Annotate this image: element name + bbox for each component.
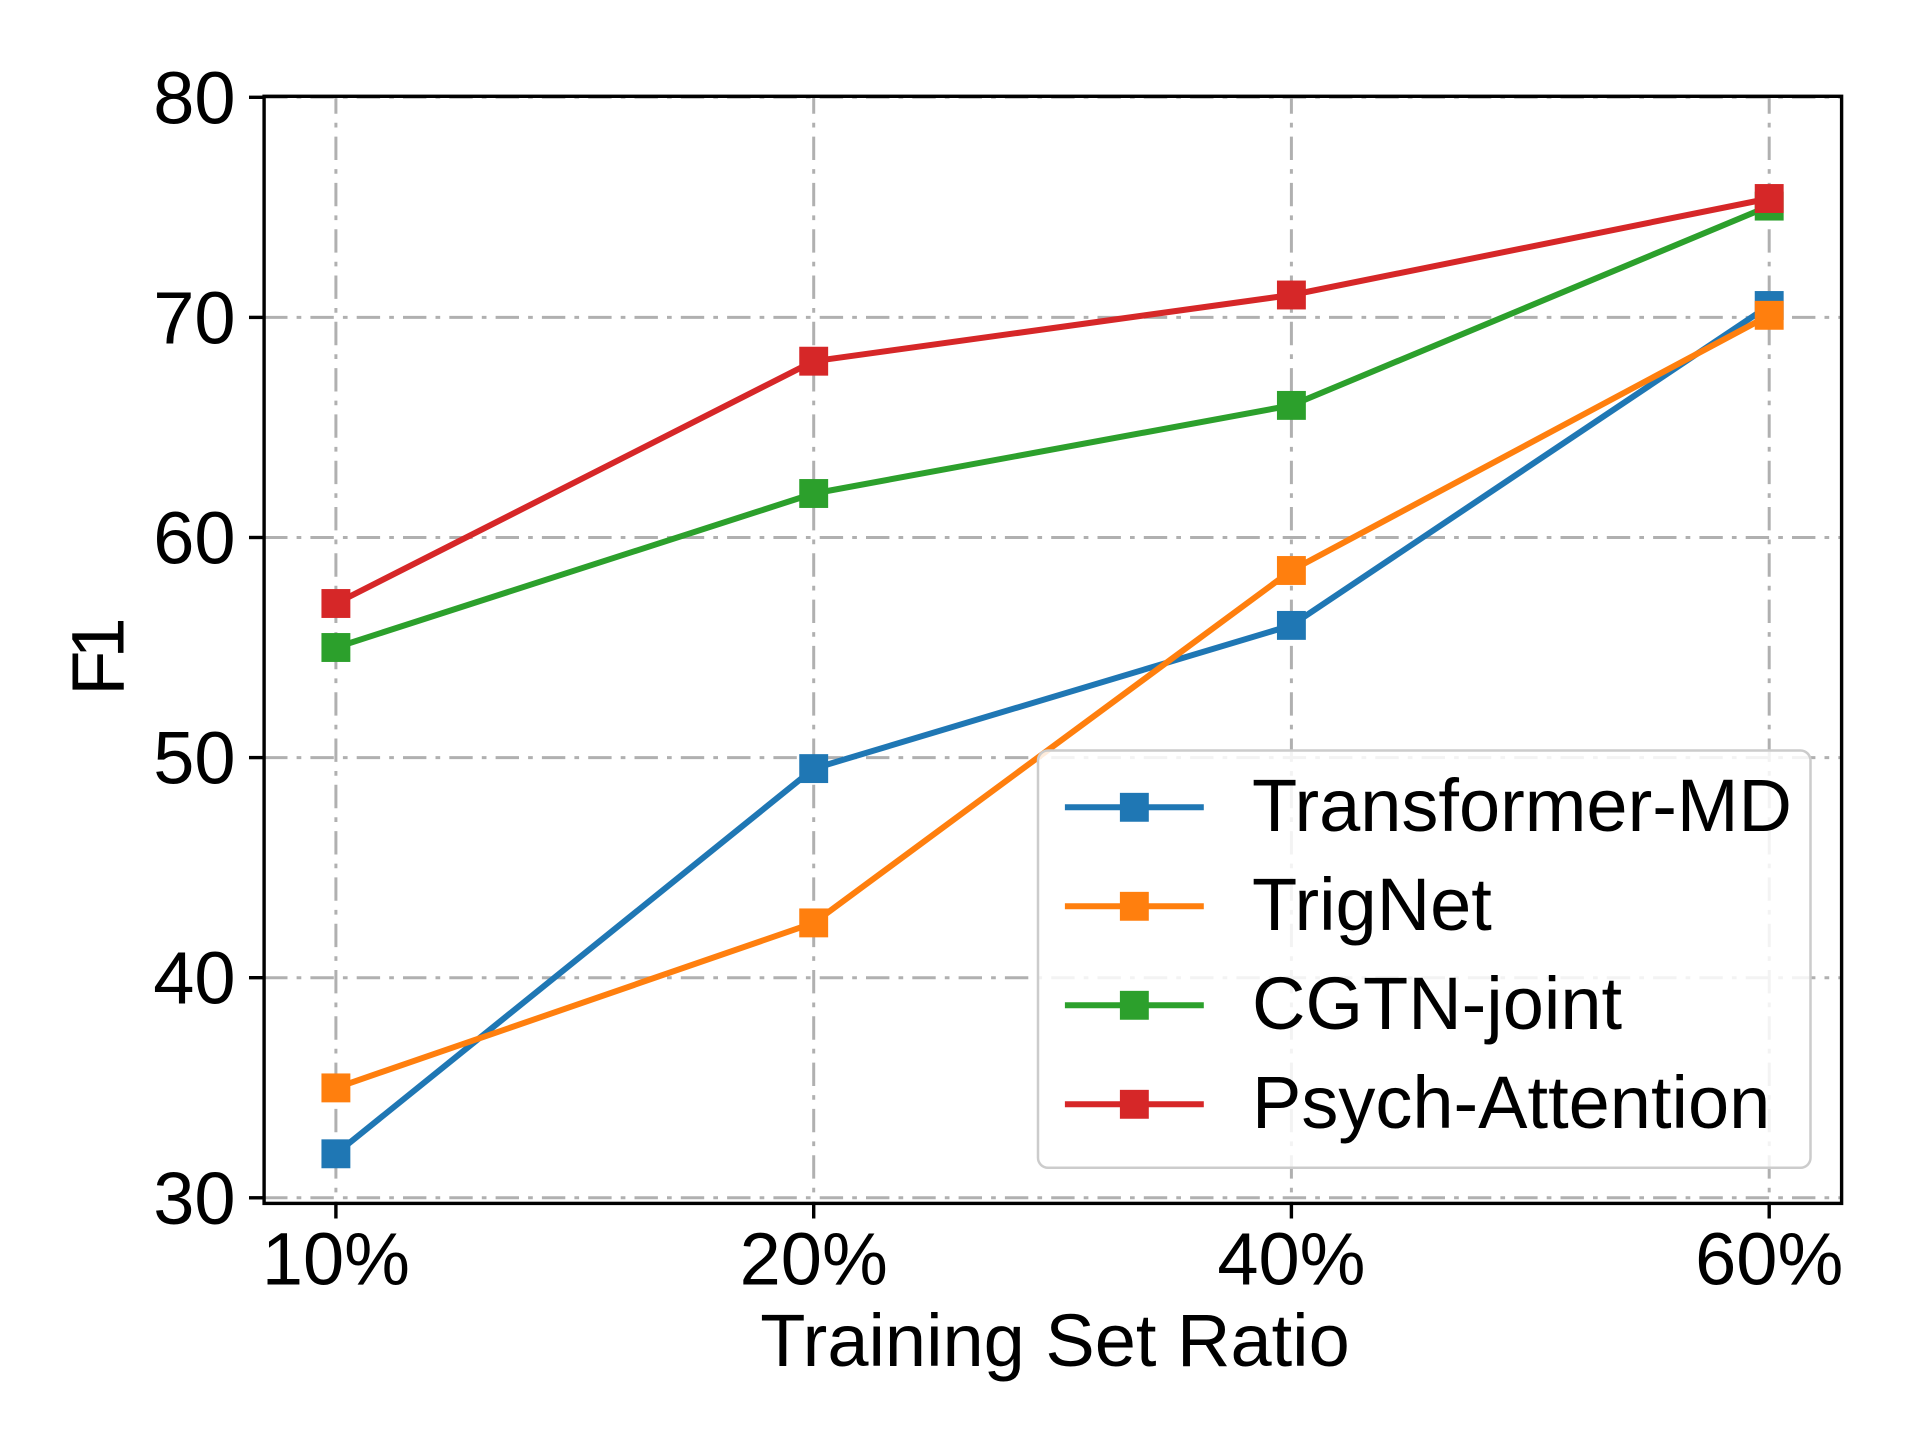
svg-text:70: 70 — [153, 276, 235, 359]
svg-text:50: 50 — [153, 717, 235, 800]
svg-text:F1: F1 — [57, 620, 140, 695]
svg-text:CGTN-joint: CGTN-joint — [1252, 962, 1622, 1045]
svg-text:TrigNet: TrigNet — [1252, 863, 1492, 946]
svg-text:80: 80 — [153, 56, 235, 139]
svg-text:60%: 60% — [1695, 1218, 1843, 1301]
svg-text:Transformer-MD: Transformer-MD — [1252, 764, 1792, 847]
svg-text:20%: 20% — [740, 1218, 888, 1301]
svg-text:30: 30 — [153, 1157, 235, 1240]
svg-text:Psych-Attention: Psych-Attention — [1252, 1061, 1770, 1144]
svg-text:40%: 40% — [1217, 1218, 1365, 1301]
svg-text:40: 40 — [153, 937, 235, 1020]
svg-text:Training Set Ratio: Training Set Ratio — [760, 1299, 1350, 1382]
svg-text:10%: 10% — [262, 1218, 410, 1301]
svg-text:60: 60 — [153, 497, 235, 580]
